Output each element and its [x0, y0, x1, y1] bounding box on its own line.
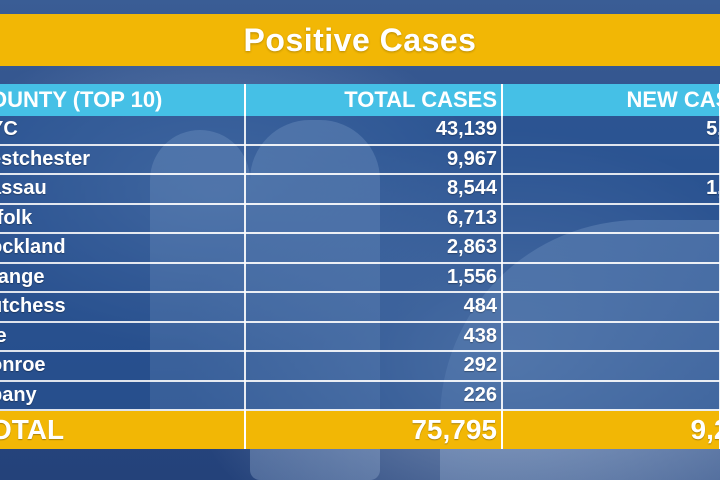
county-cell: utchess — [0, 292, 246, 323]
new-cases-column-header: NEW CASE — [502, 84, 720, 116]
new-cases-cell: 9 — [502, 292, 720, 323]
county-cell: bany — [0, 380, 246, 411]
total-cases-cell: 2,863 — [245, 233, 503, 264]
new-cases-cell: 1 — [502, 262, 720, 293]
new-cases-cell: 6 — [502, 321, 720, 352]
table-row: utchess 484 9 — [0, 292, 720, 323]
county-cell: assau — [0, 174, 246, 205]
new-cases-cell: 92 — [502, 203, 720, 234]
new-cases-cell: 64 — [502, 144, 720, 175]
total-row: OTAL 75,795 9,29 — [0, 410, 720, 449]
total-cases-cell: 9,967 — [245, 144, 503, 175]
new-cases-sum: 9,29 — [502, 410, 720, 449]
table-row: ockland 2,863 35 — [0, 233, 720, 264]
total-cases-cell: 438 — [245, 321, 503, 352]
county-cell: estchester — [0, 144, 246, 175]
total-cases-cell: 484 — [245, 292, 503, 323]
table-header-row: OUNTY (TOP 10) TOTAL CASES NEW CASE — [0, 84, 720, 116]
table-row: onroe 292 5 — [0, 351, 720, 382]
total-label: OTAL — [0, 410, 246, 449]
table-row: estchester 9,967 64 — [0, 144, 720, 175]
total-cases-column-header: TOTAL CASES — [245, 84, 503, 116]
county-cell: ockland — [0, 233, 246, 264]
new-cases-cell: 5 — [502, 351, 720, 382]
county-cell: YC — [0, 116, 246, 146]
table-row: ie 438 6 — [0, 321, 720, 352]
table-row: ffolk 6,713 92 — [0, 203, 720, 234]
total-cases-sum: 75,795 — [245, 410, 503, 449]
table-row: bany 226 — [0, 380, 720, 411]
title-banner: Positive Cases — [0, 14, 720, 66]
table-row: YC 43,139 5,68 — [0, 116, 720, 146]
total-cases-cell: 226 — [245, 380, 503, 411]
table-row: assau 8,544 1,20 — [0, 174, 720, 205]
total-cases-cell: 292 — [245, 351, 503, 382]
county-cell: onroe — [0, 351, 246, 382]
county-cell: ie — [0, 321, 246, 352]
new-cases-cell: 5,68 — [502, 116, 720, 146]
new-cases-cell: 1,20 — [502, 174, 720, 205]
table-row: range 1,556 1 — [0, 262, 720, 293]
new-cases-cell — [502, 380, 720, 411]
total-cases-cell: 8,544 — [245, 174, 503, 205]
county-column-header: OUNTY (TOP 10) — [0, 84, 246, 116]
new-cases-cell: 35 — [502, 233, 720, 264]
county-cell: range — [0, 262, 246, 293]
county-cell: ffolk — [0, 203, 246, 234]
total-cases-cell: 6,713 — [245, 203, 503, 234]
page-title: Positive Cases — [243, 21, 477, 58]
total-cases-cell: 43,139 — [245, 116, 503, 146]
positive-cases-table: OUNTY (TOP 10) TOTAL CASES NEW CASE YC 4… — [0, 84, 720, 449]
total-cases-cell: 1,556 — [245, 262, 503, 293]
